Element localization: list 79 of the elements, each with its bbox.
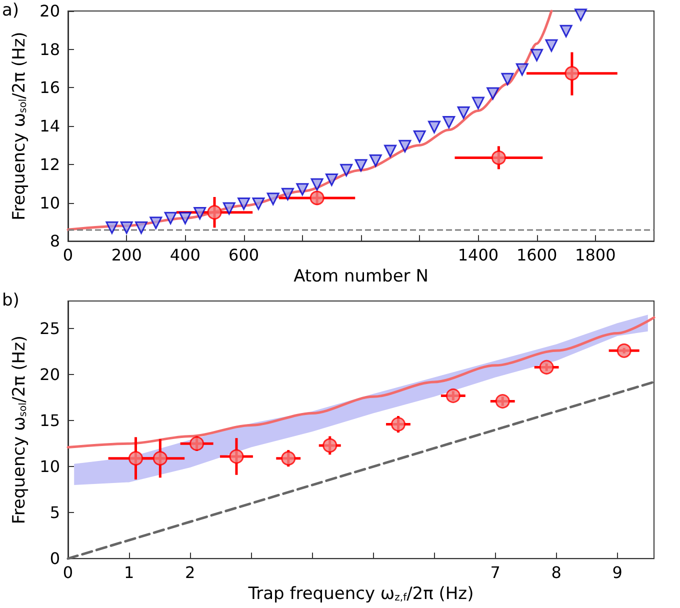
- point: [238, 197, 250, 210]
- point: [495, 394, 510, 409]
- point: [281, 451, 296, 466]
- x-tick-label: 1400: [458, 246, 499, 265]
- point: [491, 150, 506, 165]
- point: [384, 144, 397, 158]
- y-tick-label: 10: [40, 193, 60, 212]
- point: [564, 66, 580, 81]
- x-tick-label: 1800: [575, 246, 616, 265]
- point: [229, 449, 244, 464]
- x-tick-label: 9: [612, 563, 622, 582]
- y-axis-title: Frequency ωsol/2π (Hz): [10, 335, 30, 524]
- x-tick-label: 7: [490, 563, 500, 582]
- point: [252, 197, 265, 210]
- y-tick-label: 8: [50, 232, 60, 251]
- point: [391, 417, 406, 432]
- point: [530, 48, 544, 62]
- point: [207, 205, 222, 220]
- point: [128, 451, 144, 466]
- point: [135, 221, 148, 234]
- x-tick-label: 600: [228, 246, 260, 265]
- point: [310, 190, 324, 206]
- point: [354, 159, 368, 172]
- point: [340, 164, 353, 176]
- point: [398, 140, 412, 152]
- y-tick-label: 15: [40, 411, 60, 430]
- point: [486, 87, 500, 100]
- y-axis-title: Frequency ωsol/2π (Hz): [10, 32, 30, 220]
- point: [164, 212, 177, 224]
- point: [296, 183, 309, 196]
- point: [472, 96, 484, 110]
- point: [574, 8, 587, 22]
- point: [457, 106, 470, 119]
- text: a): [2, 0, 20, 20]
- point: [266, 192, 280, 206]
- point: [120, 221, 133, 234]
- point: [616, 343, 632, 358]
- x-tick-label: 0: [62, 563, 74, 582]
- y-tick-label: 14: [40, 116, 60, 136]
- y-tick-label: 12: [40, 154, 60, 174]
- y-tick-label: 10: [40, 457, 60, 476]
- point: [413, 130, 426, 143]
- x-axis-title: Atom number N: [294, 266, 428, 286]
- point: [369, 154, 382, 167]
- x-tick-label: 200: [111, 246, 142, 265]
- point: [322, 438, 338, 453]
- x-axis-title: Trap frequency ωz,f/2π (Hz): [247, 584, 474, 604]
- y-tick-label: 20: [40, 365, 60, 384]
- point: [501, 72, 514, 86]
- y-tick-label: 16: [40, 78, 60, 98]
- point: [190, 436, 204, 451]
- point: [516, 63, 528, 76]
- point: [545, 39, 558, 52]
- text: b): [2, 290, 20, 310]
- x-tick-label: 8: [551, 563, 562, 582]
- point: [442, 116, 456, 128]
- x-tick-label: 1600: [516, 246, 558, 265]
- point: [152, 451, 168, 466]
- x-tick-label: 2: [184, 563, 196, 582]
- point: [222, 202, 236, 215]
- x-tick-label: 0: [62, 246, 74, 265]
- point: [428, 120, 440, 134]
- point: [282, 188, 294, 200]
- y-tick-label: 18: [40, 40, 60, 59]
- x-tick-label: 1: [124, 563, 134, 582]
- y-tick-label: 0: [50, 549, 60, 568]
- point: [194, 207, 206, 220]
- y-tick-label: 5: [50, 503, 60, 522]
- point: [325, 173, 338, 186]
- point: [150, 216, 162, 230]
- point: [560, 24, 572, 38]
- point: [446, 388, 460, 404]
- point: [178, 212, 192, 224]
- point: [539, 360, 554, 374]
- y-tick-label: 25: [40, 319, 60, 338]
- point: [310, 178, 324, 191]
- y-tick-label: 20: [40, 2, 60, 20]
- point: [106, 221, 118, 234]
- x-tick-label: 400: [170, 246, 200, 265]
